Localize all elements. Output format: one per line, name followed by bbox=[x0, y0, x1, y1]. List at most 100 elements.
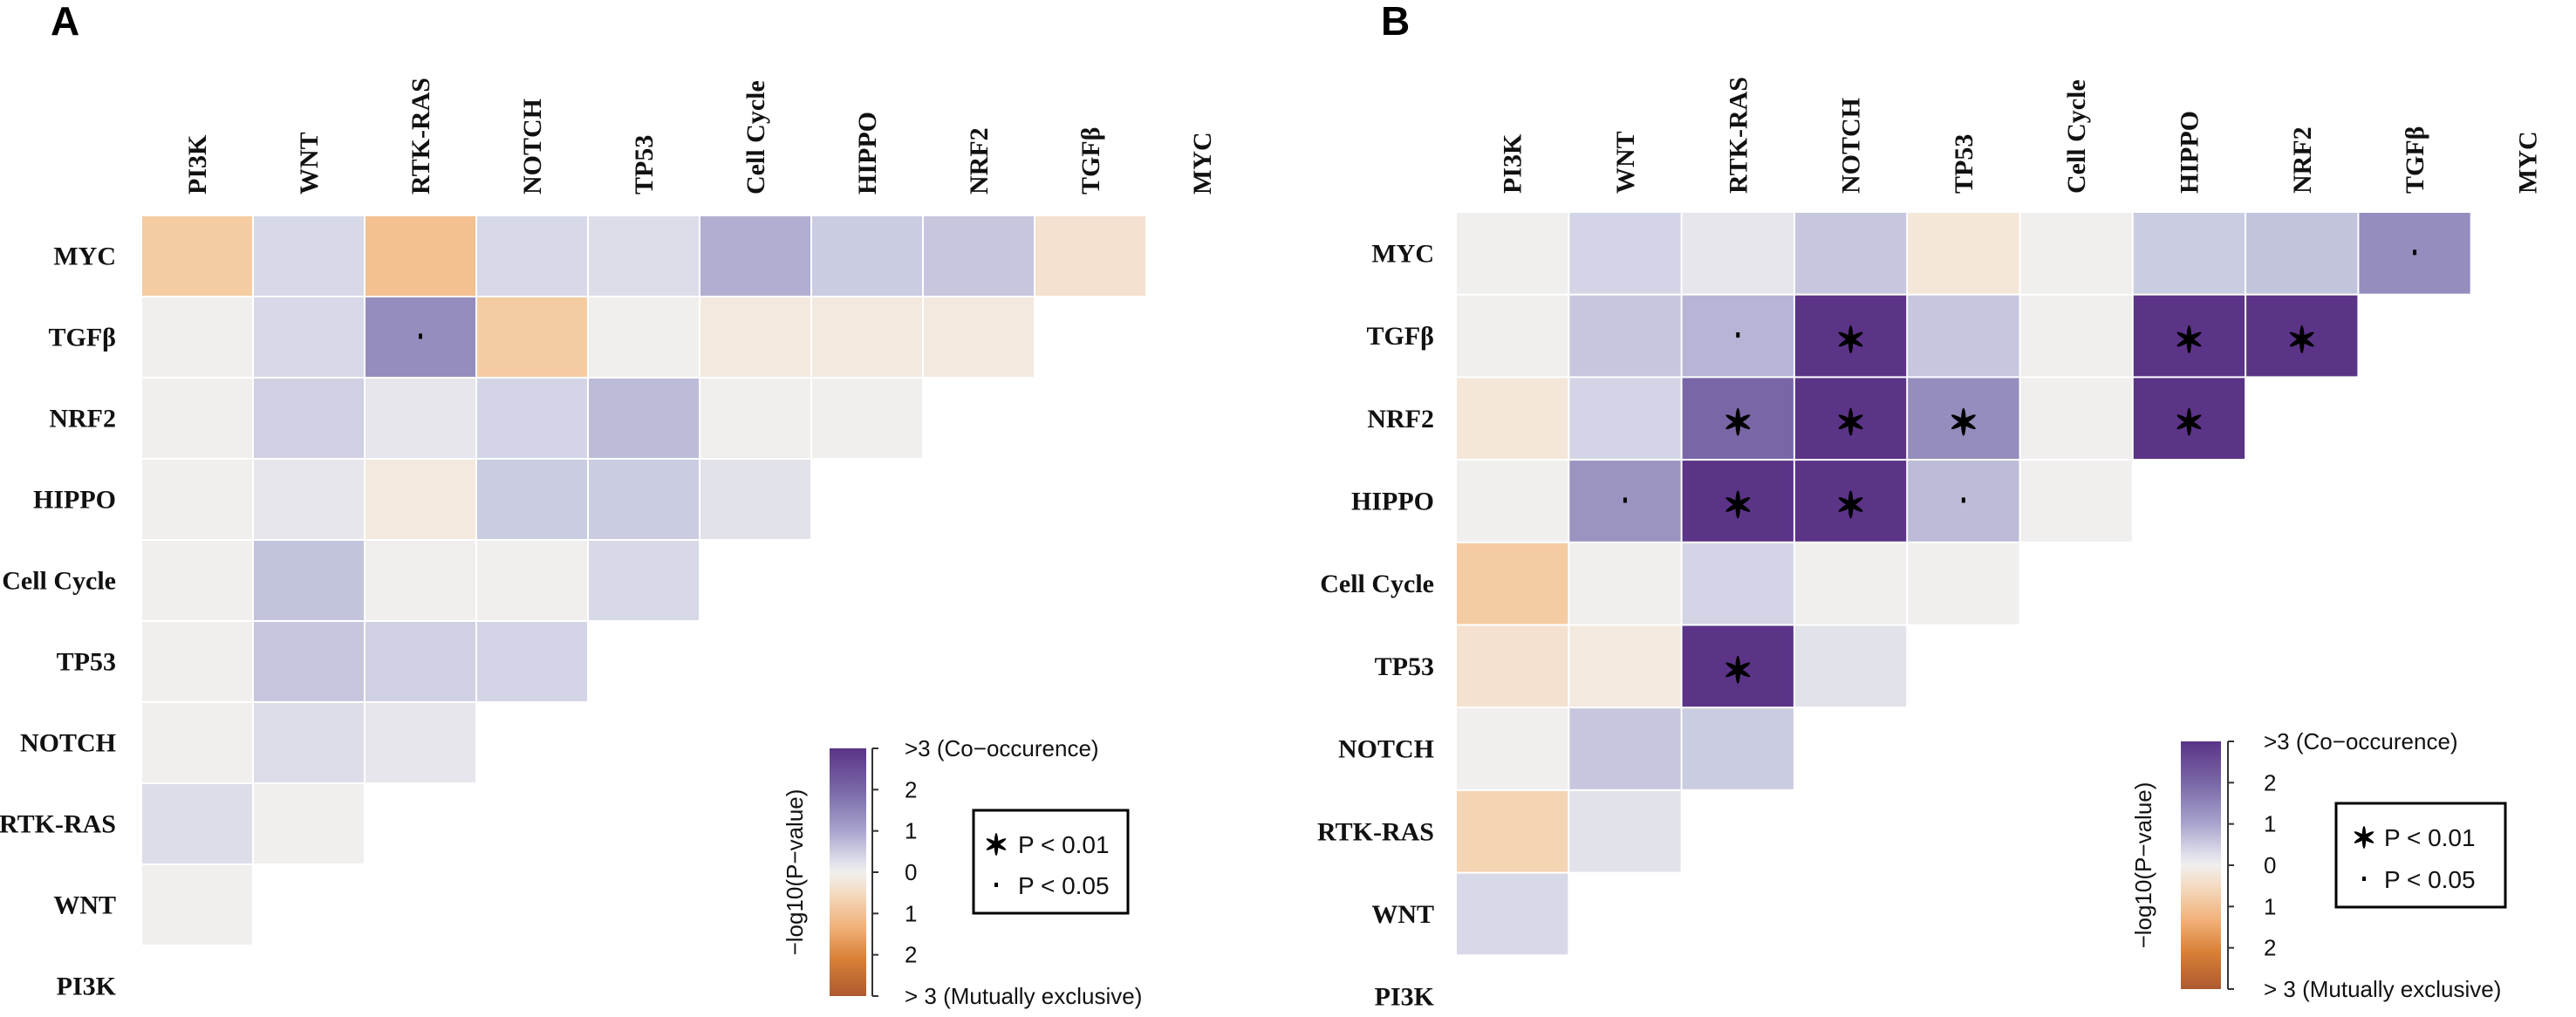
heatmap-cell bbox=[2020, 213, 2132, 294]
legend-asterisk-icon bbox=[2354, 826, 2374, 849]
heatmap-cell bbox=[477, 622, 587, 701]
heatmap-cell bbox=[366, 216, 475, 296]
row-label: HIPPO bbox=[33, 486, 116, 515]
column-label: PI3K bbox=[183, 134, 212, 195]
significance-asterisk-icon bbox=[1951, 407, 1976, 436]
heatmap-cell bbox=[477, 216, 587, 296]
heatmap-cell bbox=[924, 216, 1034, 296]
row-label: PI3K bbox=[1375, 983, 1435, 1012]
heatmap-cell bbox=[477, 541, 587, 620]
heatmap-cell bbox=[1569, 295, 1681, 377]
heatmap-cell bbox=[254, 784, 364, 863]
heatmap-cell bbox=[142, 784, 252, 863]
significance-dot-icon bbox=[1623, 497, 1627, 503]
heatmap-cell bbox=[1569, 378, 1681, 460]
heatmap-cell bbox=[1794, 213, 1907, 294]
asterisk-petal bbox=[1838, 414, 1863, 430]
asterisk-petal bbox=[2176, 414, 2202, 430]
column-label: NRF2 bbox=[965, 127, 994, 195]
significance-legend-box bbox=[972, 809, 1130, 915]
asterisk-petal bbox=[2354, 831, 2374, 843]
row-label: NRF2 bbox=[1367, 405, 1434, 433]
row-label: NOTCH bbox=[1338, 735, 1434, 764]
heatmap-cell bbox=[1457, 625, 1568, 707]
column-label: Cell Cycle bbox=[741, 80, 770, 195]
heatmap-cell bbox=[142, 216, 252, 296]
heatmap-cell bbox=[1908, 295, 2019, 377]
colorbar-tick-label: 1 bbox=[905, 818, 917, 844]
heatmap-cell bbox=[589, 297, 699, 377]
heatmap-cell bbox=[142, 865, 252, 945]
heatmap-cell bbox=[1908, 213, 2019, 294]
heatmap-cell bbox=[1682, 543, 1794, 625]
heatmap-cell bbox=[142, 460, 252, 539]
column-label: HIPPO bbox=[853, 112, 882, 195]
row-label: TGFβ bbox=[1367, 322, 1434, 351]
column-label: NOTCH bbox=[1837, 98, 1866, 194]
row-label: TP53 bbox=[1375, 652, 1434, 681]
heatmap-cell bbox=[254, 622, 364, 701]
colorbar-tick-label: 1 bbox=[2264, 811, 2276, 837]
column-label: HIPPO bbox=[2175, 111, 2204, 194]
column-label: WNT bbox=[295, 132, 324, 195]
heatmap-cell bbox=[1569, 790, 1681, 872]
heatmap-cell bbox=[254, 379, 364, 458]
significance-asterisk-icon bbox=[1838, 325, 1863, 354]
significance-dot-icon bbox=[1736, 332, 1740, 338]
row-label: WNT bbox=[1371, 900, 1434, 929]
heatmap-cell bbox=[477, 297, 587, 377]
row-label: RTK-RAS bbox=[0, 810, 116, 839]
colorbar-tick-label: 0 bbox=[2264, 852, 2276, 878]
heatmap-cell bbox=[142, 297, 252, 377]
heatmap-cell bbox=[1908, 543, 2019, 625]
heatmap-cell bbox=[1457, 873, 1568, 955]
column-label: MYC bbox=[1188, 132, 1217, 195]
colorbar-tick-label: > 3 (Mutually exclusive) bbox=[2264, 976, 2501, 1002]
asterisk-petal bbox=[1951, 414, 1976, 430]
colorbar bbox=[830, 748, 866, 996]
heatmap-cell bbox=[1457, 378, 1568, 460]
panel-a: A PI3K WNT RTK-RAS NOTCH TP53 Cell Cycle HIPPO N… bbox=[0, 0, 1217, 1009]
heatmap-cell bbox=[1569, 625, 1681, 707]
heatmap-cell bbox=[812, 379, 922, 458]
row-label: MYC bbox=[53, 242, 116, 271]
asterisk-petal bbox=[1725, 497, 1751, 512]
legend-label-p001: P < 0.01 bbox=[1018, 831, 1110, 858]
column-label: TGFβ bbox=[1076, 127, 1105, 195]
asterisk-petal bbox=[1838, 497, 1863, 512]
legend-label-p005: P < 0.05 bbox=[1018, 872, 1110, 899]
heatmap-cell bbox=[1457, 213, 1568, 294]
heatmap-cell bbox=[589, 216, 699, 296]
row-label: Cell Cycle bbox=[2, 567, 116, 596]
colorbar-tick-label: > 3 (Mutually exclusive) bbox=[905, 983, 1142, 1009]
heatmap-cell bbox=[1457, 790, 1568, 872]
heatmap-cell bbox=[1569, 708, 1681, 789]
heatmap-cell bbox=[2133, 213, 2245, 294]
column-label: NRF2 bbox=[2288, 126, 2317, 194]
row-label: HIPPO bbox=[1351, 487, 1434, 515]
significance-asterisk-icon bbox=[2176, 407, 2202, 436]
asterisk-petal bbox=[1838, 331, 1863, 347]
asterisk-petal bbox=[1725, 414, 1751, 430]
significance-asterisk-icon bbox=[1725, 655, 1751, 684]
significance-asterisk-icon bbox=[2176, 325, 2202, 354]
colorbar-tick-label: 0 bbox=[905, 859, 917, 885]
column-label: TGFβ bbox=[2401, 126, 2429, 194]
heatmap-cell bbox=[589, 460, 699, 539]
heatmap-cell bbox=[254, 703, 364, 782]
column-label: PI3K bbox=[1499, 133, 1527, 194]
heatmap-cell bbox=[589, 379, 699, 458]
column-label: TP53 bbox=[630, 135, 659, 195]
colorbar-title: −log10(P−value) bbox=[782, 789, 808, 956]
colorbar-tick-label: 2 bbox=[905, 776, 917, 802]
colorbar-tick-label: >3 (Co−occurence) bbox=[2264, 728, 2458, 754]
significance-asterisk-icon bbox=[1838, 407, 1863, 436]
heatmap-cell bbox=[2020, 378, 2132, 460]
heatmap-cell bbox=[254, 460, 364, 539]
asterisk-petal bbox=[2289, 331, 2314, 347]
significance-asterisk-icon bbox=[1725, 407, 1751, 436]
heatmap-cell bbox=[1457, 543, 1568, 625]
column-label: RTK-RAS bbox=[1724, 77, 1753, 194]
heatmap-cell bbox=[142, 703, 252, 782]
